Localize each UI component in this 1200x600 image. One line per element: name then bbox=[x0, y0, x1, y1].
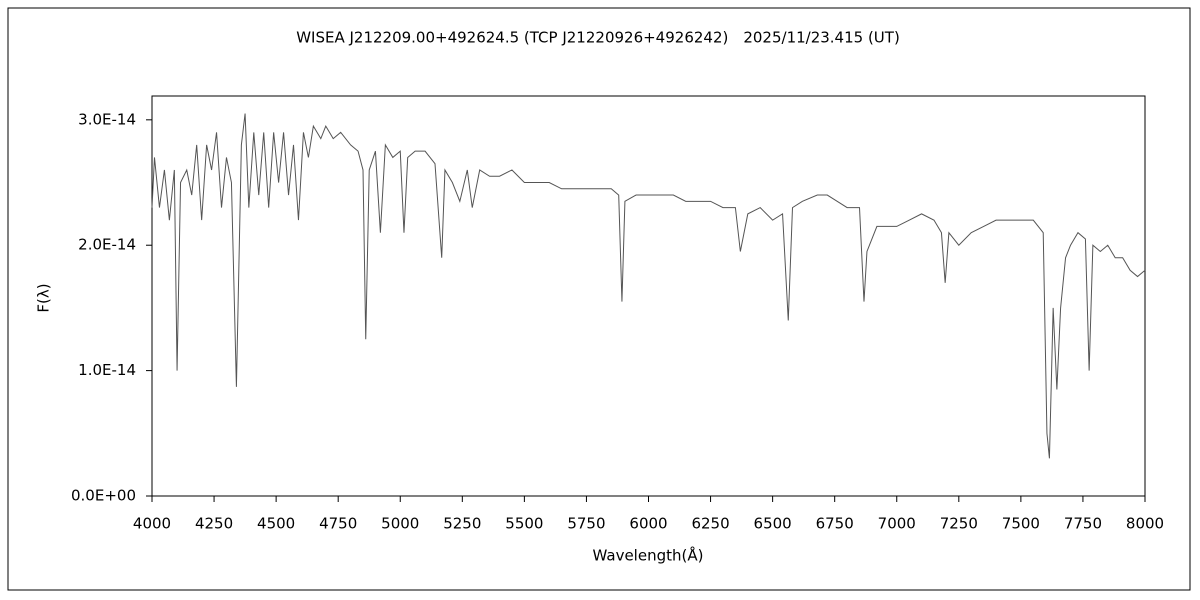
x-tick-label: 5000 bbox=[381, 515, 419, 533]
x-tick-label: 4000 bbox=[133, 515, 171, 533]
x-tick-label: 6000 bbox=[629, 515, 667, 533]
y-tick-label: 3.0E-14 bbox=[78, 110, 136, 128]
x-tick-label: 7250 bbox=[940, 515, 978, 533]
x-tick-label: 4250 bbox=[195, 515, 233, 533]
x-tick-label: 6250 bbox=[691, 515, 729, 533]
x-tick-label: 6750 bbox=[816, 515, 854, 533]
x-tick-label: 6500 bbox=[754, 515, 792, 533]
y-tick-label: 1.0E-14 bbox=[78, 361, 136, 379]
x-tick-label: 4500 bbox=[257, 515, 295, 533]
x-tick-label: 7000 bbox=[878, 515, 916, 533]
x-tick-label: 4750 bbox=[319, 515, 357, 533]
x-tick-label: 7750 bbox=[1064, 515, 1102, 533]
x-tick-label: 5750 bbox=[567, 515, 605, 533]
x-tick-label: 7500 bbox=[1002, 515, 1040, 533]
y-axis-label: F(λ) bbox=[35, 283, 53, 312]
x-tick-label: 8000 bbox=[1126, 515, 1164, 533]
x-axis-label: Wavelength(Å) bbox=[593, 546, 704, 565]
y-tick-label: 0.0E+00 bbox=[71, 487, 136, 505]
spectrum-line bbox=[151, 113, 1146, 459]
y-tick-label: 2.0E-14 bbox=[78, 236, 136, 254]
chart-title: WISEA J212209.00+492624.5 (TCP J21220926… bbox=[296, 29, 900, 47]
x-tick-label: 5250 bbox=[443, 515, 481, 533]
frame bbox=[7, 7, 1191, 591]
x-tick-label: 5500 bbox=[505, 515, 543, 533]
